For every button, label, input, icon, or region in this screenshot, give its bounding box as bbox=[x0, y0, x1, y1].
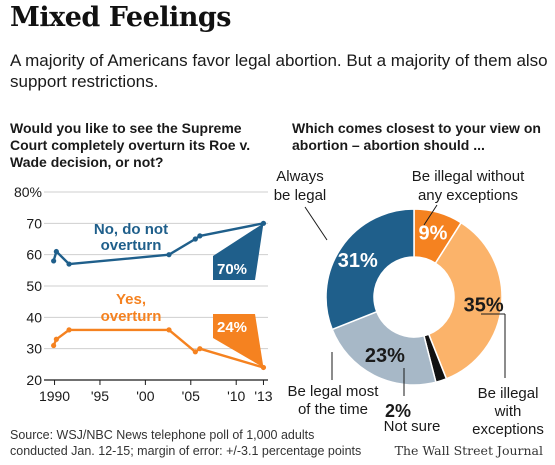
callout-illegal-with-line3: exceptions bbox=[472, 421, 544, 438]
x-tick-label: '05 bbox=[182, 388, 200, 404]
slice-always-legal-value: 31% bbox=[338, 250, 378, 272]
page-subtitle: A majority of Americans favor legal abor… bbox=[10, 51, 548, 91]
series-label-overturn-line1: Yes, bbox=[116, 291, 146, 308]
data-point bbox=[51, 342, 57, 349]
data-point bbox=[51, 258, 57, 264]
callout-always-legal-line1: Always bbox=[276, 168, 324, 185]
data-point bbox=[66, 327, 72, 333]
data-point bbox=[197, 233, 203, 239]
slice-illegal-with-value: 35% bbox=[464, 295, 504, 317]
y-tick-label: 60 bbox=[26, 247, 42, 263]
x-tick-label: '13 bbox=[254, 388, 272, 404]
data-point bbox=[197, 346, 203, 352]
end-label-box-not-overturn bbox=[213, 223, 264, 280]
slice-legal-most bbox=[331, 310, 437, 386]
callout-illegal-with-line2: with bbox=[494, 403, 522, 420]
donut-chart: 9% 35% 2% 23% 31% bbox=[325, 208, 504, 421]
publisher-credit: The Wall Street Journal bbox=[394, 443, 543, 458]
data-point bbox=[166, 252, 172, 258]
donut-callouts: Always be legal Be illegal without any e… bbox=[274, 168, 544, 438]
line-chart: 20 30 40 50 60 70 80% 1990 '95 '00 '05 '10 '13 70% 24%… bbox=[14, 184, 273, 404]
y-tick-label: 20 bbox=[26, 372, 42, 388]
data-point bbox=[166, 327, 172, 333]
y-tick-label: 30 bbox=[26, 341, 42, 357]
y-tick-label: 40 bbox=[26, 309, 42, 325]
data-point bbox=[53, 248, 59, 255]
x-tick-label: '10 bbox=[227, 388, 245, 404]
y-tick-label: 50 bbox=[26, 278, 42, 294]
donut-chart-question: Which comes closest to your view on abor… bbox=[292, 120, 541, 153]
slice-illegal-with bbox=[427, 221, 503, 380]
callout-legal-most-line2: of the time bbox=[298, 401, 368, 418]
data-point bbox=[66, 261, 72, 267]
end-label-box-overturn bbox=[213, 314, 264, 368]
source-note: Source: WSJ/NBC News telephone poll of 1… bbox=[10, 428, 362, 458]
callout-not-sure: Not sure bbox=[384, 418, 441, 435]
callout-always-legal-line2: be legal bbox=[274, 187, 327, 204]
callout-legal-most-line1: Be legal most bbox=[288, 383, 380, 400]
callout-illegal-without-line1: Be illegal without bbox=[412, 168, 525, 185]
data-point bbox=[192, 349, 198, 355]
slice-always-legal bbox=[325, 208, 415, 331]
slice-not-sure-value: 2% bbox=[385, 401, 411, 421]
x-tick-label: 1990 bbox=[39, 388, 70, 404]
data-point bbox=[53, 336, 59, 342]
y-tick-label: 80% bbox=[14, 184, 42, 200]
callout-illegal-with-line1: Be illegal bbox=[478, 385, 539, 402]
callout-illegal-without-line2: any exceptions bbox=[418, 187, 518, 204]
y-tick-label: 70 bbox=[26, 215, 42, 231]
line-chart-question: Would you like to see the Supreme Court … bbox=[10, 120, 251, 170]
end-value-not-overturn: 70% bbox=[217, 261, 247, 278]
end-value-overturn: 24% bbox=[217, 319, 247, 336]
series-label-not-overturn-line2: overturn bbox=[101, 237, 162, 254]
callout-always-legal-leader bbox=[304, 206, 328, 241]
series-label-not-overturn-line1: No, do not bbox=[94, 221, 168, 238]
x-tick-label: '00 bbox=[136, 388, 154, 404]
series-label-overturn-line2: overturn bbox=[101, 308, 162, 325]
data-point bbox=[192, 236, 198, 242]
x-tick-label: '95 bbox=[91, 388, 109, 404]
slice-legal-most-value: 23% bbox=[365, 345, 405, 367]
slice-illegal-without-value: 9% bbox=[419, 223, 448, 245]
page-title: Mixed Feelings bbox=[10, 2, 231, 33]
callout-illegal-without-leader bbox=[423, 204, 438, 226]
